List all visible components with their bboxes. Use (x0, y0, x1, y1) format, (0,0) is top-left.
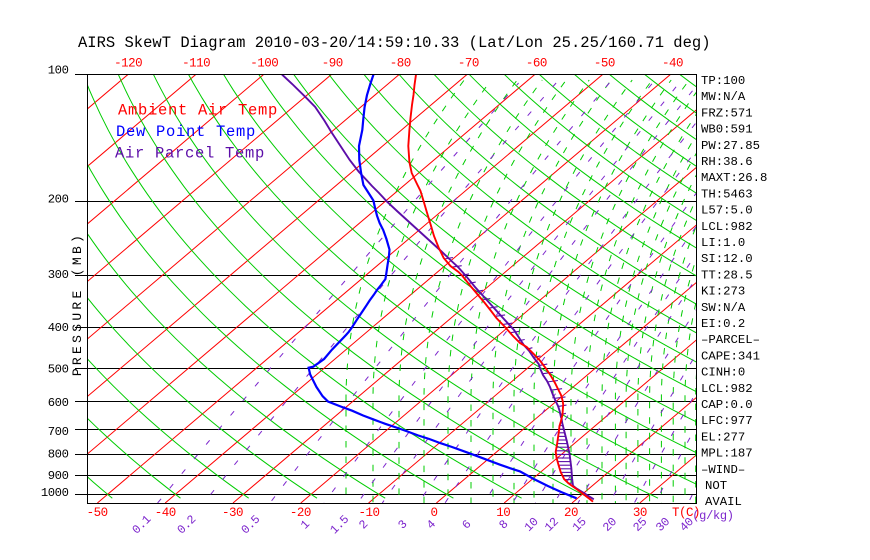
svg-text:20: 20 (564, 506, 578, 520)
svg-text:TT:28.5: TT:28.5 (701, 268, 753, 282)
svg-text:T(C): T(C) (672, 506, 700, 520)
svg-text:SW:N/A: SW:N/A (701, 301, 746, 315)
svg-text:300: 300 (48, 268, 69, 282)
svg-text:-50: -50 (594, 57, 615, 71)
svg-text:MAXT:26.8: MAXT:26.8 (701, 171, 767, 185)
svg-text:CINH:0: CINH:0 (701, 366, 745, 380)
svg-text:200: 200 (48, 193, 69, 207)
svg-text:LFC:977: LFC:977 (701, 414, 753, 428)
svg-text:700: 700 (48, 425, 69, 439)
svg-text:-10: -10 (358, 506, 379, 520)
svg-text:-30: -30 (222, 506, 243, 520)
svg-text:-80: -80 (390, 57, 411, 71)
svg-text:-60: -60 (526, 57, 547, 71)
svg-text:10: 10 (496, 506, 510, 520)
svg-text:1000: 1000 (41, 486, 69, 500)
svg-text:(g/kg): (g/kg) (692, 509, 733, 523)
svg-text:TH:5463: TH:5463 (701, 187, 753, 201)
svg-text:PW:27.85: PW:27.85 (701, 139, 760, 153)
svg-text:AIRS SkewT Diagram 2010-03-20/: AIRS SkewT Diagram 2010-03-20/14:59:10.3… (78, 34, 711, 52)
svg-text:900: 900 (48, 469, 69, 483)
svg-text:AVAIL: AVAIL (705, 495, 742, 509)
svg-text:CAP:0.0: CAP:0.0 (701, 398, 753, 412)
svg-text:SI:12.0: SI:12.0 (701, 252, 753, 266)
svg-text:-120: -120 (114, 57, 142, 71)
svg-text:Air Parcel Temp: Air Parcel Temp (115, 145, 265, 163)
svg-text:KI:273: KI:273 (701, 285, 745, 299)
svg-text:-40: -40 (662, 57, 683, 71)
svg-text:0: 0 (430, 506, 437, 520)
svg-text:NOT: NOT (705, 479, 727, 493)
svg-text:RH:38.6: RH:38.6 (701, 155, 753, 169)
svg-text:30: 30 (633, 506, 647, 520)
svg-text:CAPE:341: CAPE:341 (701, 349, 760, 363)
svg-text:–PARCEL–: –PARCEL– (701, 333, 760, 347)
svg-text:TP:100: TP:100 (701, 74, 745, 88)
svg-text:–WIND–: –WIND– (701, 463, 745, 477)
svg-text:-40: -40 (155, 506, 176, 520)
svg-text:400: 400 (48, 321, 69, 335)
svg-text:-110: -110 (182, 57, 210, 71)
svg-text:LCL:982: LCL:982 (701, 382, 753, 396)
svg-text:-70: -70 (458, 57, 479, 71)
svg-text:PRESSURE (MB): PRESSURE (MB) (70, 232, 85, 376)
svg-text:-90: -90 (322, 57, 343, 71)
svg-text:FRZ:571: FRZ:571 (701, 106, 753, 120)
svg-text:100: 100 (48, 64, 69, 78)
svg-text:800: 800 (48, 448, 69, 462)
svg-text:Dew Point Temp: Dew Point Temp (116, 123, 256, 141)
svg-text:MPL:187: MPL:187 (701, 447, 753, 461)
svg-text:Ambient Air Temp: Ambient Air Temp (118, 102, 278, 120)
svg-text:LI:1.0: LI:1.0 (701, 236, 745, 250)
svg-text:600: 600 (48, 396, 69, 410)
svg-text:500: 500 (48, 363, 69, 377)
svg-text:EL:277: EL:277 (701, 430, 745, 444)
svg-text:EI:0.2: EI:0.2 (701, 317, 745, 331)
svg-text:WB0:591: WB0:591 (701, 123, 753, 137)
svg-text:-50: -50 (87, 506, 108, 520)
svg-text:MW:N/A: MW:N/A (701, 90, 746, 104)
svg-text:LCL:982: LCL:982 (701, 220, 753, 234)
svg-text:L57:5.0: L57:5.0 (701, 204, 753, 218)
svg-text:-100: -100 (250, 57, 278, 71)
svg-text:-20: -20 (290, 506, 311, 520)
